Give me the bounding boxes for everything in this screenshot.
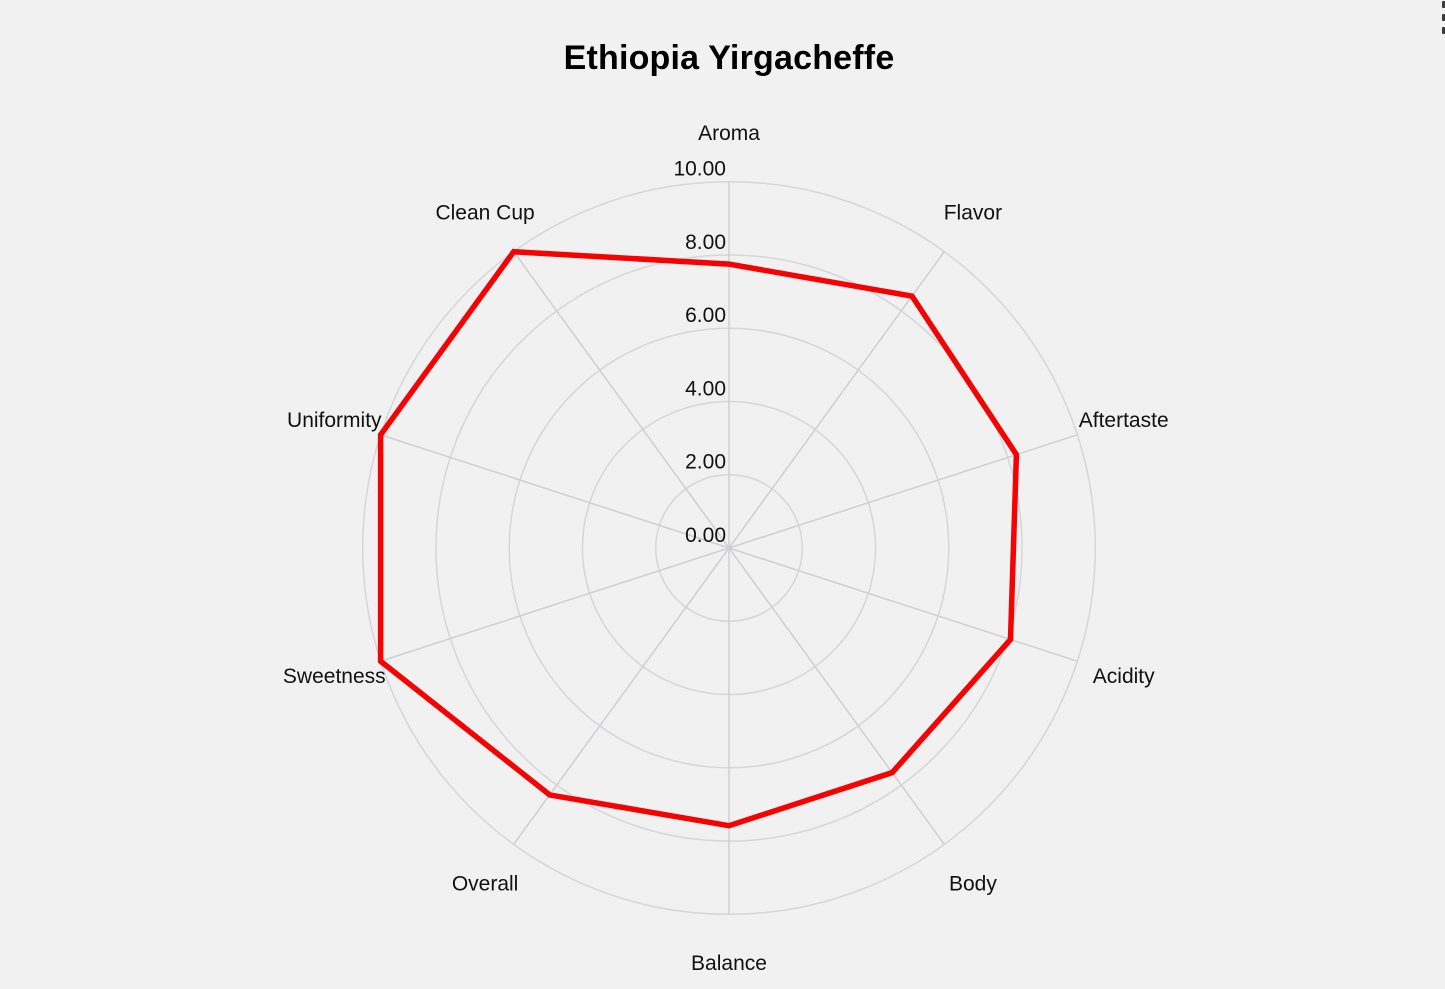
radial-tick-label: 4.00 — [685, 377, 726, 400]
radar-spoke — [513, 251, 730, 549]
radar-spoke — [380, 547, 730, 662]
radar-spoke — [728, 547, 945, 845]
vertical-ellipsis-icon[interactable] — [1442, 1, 1445, 37]
axis-label-aroma: Aroma — [698, 122, 760, 145]
radial-tick-label: 8.00 — [685, 231, 726, 254]
axis-label-acidity: Acidity — [1093, 665, 1155, 688]
radial-tick-label: 6.00 — [685, 304, 726, 327]
radar-series-line — [377, 248, 1020, 829]
chart-title: Ethiopia Yirgacheffe — [563, 39, 895, 77]
axis-label-balance: Balance — [691, 952, 767, 975]
axis-label-sweetness: Sweetness — [283, 665, 386, 688]
radar-spoke — [513, 547, 730, 845]
axis-label-overall: Overall — [452, 873, 519, 896]
radar-spoke — [728, 547, 1078, 662]
radar-spoke — [728, 251, 945, 549]
axis-label-uniformity: Uniformity — [287, 409, 382, 432]
radial-tick-label: 10.00 — [673, 158, 726, 181]
radial-tick-label: 0.00 — [685, 524, 726, 547]
axis-label-clean-cup: Clean Cup — [435, 201, 534, 224]
radial-tick-label: 2.00 — [685, 451, 726, 474]
axis-label-body: Body — [949, 873, 997, 896]
radar-spoke — [380, 434, 730, 549]
axis-label-flavor: Flavor — [944, 201, 1002, 224]
radar-spoke — [728, 434, 1078, 549]
axis-label-aftertaste: Aftertaste — [1079, 409, 1169, 432]
